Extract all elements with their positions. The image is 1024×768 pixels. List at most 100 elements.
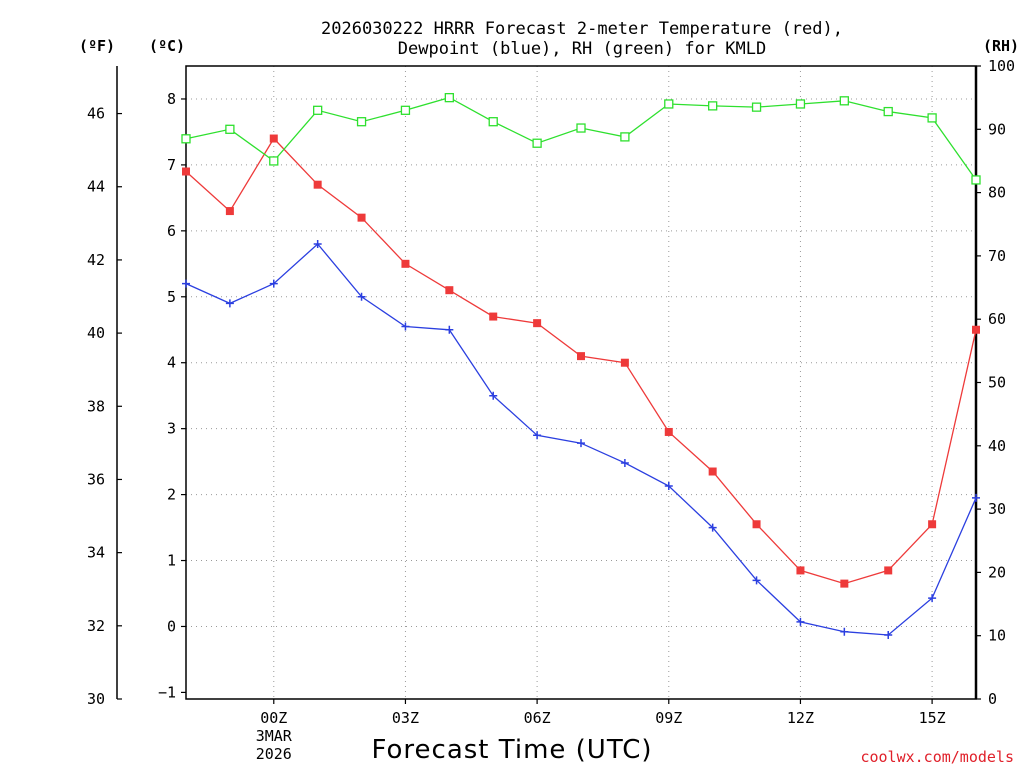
fahrenheit-tick-label: 46	[87, 105, 105, 123]
data-point-2-meter-temperature	[796, 566, 805, 575]
celsius-tick-label: 8	[167, 90, 176, 108]
x-tick-label: 06Z	[524, 709, 551, 727]
fahrenheit-unit-label: (ºF)	[79, 37, 115, 55]
data-point-2-meter-temperature	[269, 134, 278, 143]
series-2-meter-temperature	[182, 134, 980, 588]
celsius-unit-label: (ºC)	[149, 37, 185, 55]
data-point-rh	[751, 102, 762, 112]
data-point-2-meter-temperature	[840, 579, 849, 588]
rh-tick-label: 60	[988, 310, 1006, 328]
fahrenheit-tick-label: 38	[87, 397, 105, 415]
rh-tick-label: 90	[988, 120, 1006, 138]
data-point-2-meter-temperature	[620, 358, 629, 367]
x-axis-label: Forecast Time (UTC)	[371, 735, 652, 765]
data-point-dewpoint	[445, 325, 454, 334]
data-point-dewpoint	[928, 594, 937, 603]
rh-tick-label: 40	[988, 437, 1006, 455]
celsius-tick-label: −1	[158, 683, 176, 701]
data-point-2-meter-temperature	[445, 286, 454, 295]
data-point-rh	[488, 117, 498, 127]
data-point-rh	[839, 96, 849, 106]
fahrenheit-tick-label: 44	[87, 178, 105, 196]
data-point-2-meter-temperature	[225, 207, 234, 216]
data-point-2-meter-temperature	[577, 352, 585, 361]
data-point-rh	[708, 101, 718, 111]
celsius-tick-label: 0	[167, 617, 176, 635]
data-point-dewpoint	[313, 240, 322, 249]
rh-unit-label: (RH)	[983, 37, 1019, 55]
data-point-rh	[576, 123, 586, 133]
rh-tick-label: 20	[988, 563, 1006, 581]
data-point-rh	[356, 117, 367, 127]
celsius-tick-label: 3	[167, 420, 176, 438]
rh-tick-label: 50	[988, 374, 1006, 392]
series-rh	[181, 93, 981, 185]
data-point-dewpoint	[357, 292, 366, 301]
data-point-dewpoint	[708, 523, 717, 532]
data-point-dewpoint	[972, 493, 980, 502]
chart-title-line2: Dewpoint (blue), RH (green) for KMLD	[398, 39, 766, 59]
data-point-2-meter-temperature	[752, 520, 761, 529]
rh-tick-label: 100	[988, 57, 1015, 75]
x-tick-label: 12Z	[787, 709, 814, 727]
data-point-dewpoint	[752, 576, 761, 585]
fahrenheit-tick-label: 30	[87, 690, 105, 708]
data-point-dewpoint	[269, 279, 278, 288]
data-point-rh	[225, 124, 235, 134]
axes-layer: −101234567830323436384042444601020304050…	[87, 57, 1015, 763]
data-point-dewpoint	[840, 627, 849, 636]
celsius-tick-label: 4	[167, 354, 176, 372]
data-point-dewpoint	[796, 617, 805, 626]
data-point-2-meter-temperature	[708, 467, 717, 476]
data-point-dewpoint	[884, 631, 893, 640]
celsius-tick-label: 5	[167, 288, 176, 306]
data-point-rh	[313, 105, 323, 115]
data-point-dewpoint	[401, 322, 410, 331]
data-point-rh	[532, 138, 542, 148]
data-point-dewpoint	[577, 439, 585, 448]
data-point-dewpoint	[533, 431, 542, 440]
fahrenheit-tick-label: 40	[87, 324, 105, 342]
series-line-2-meter-temperature	[185, 137, 977, 585]
data-point-2-meter-temperature	[182, 167, 190, 176]
data-point-2-meter-temperature	[533, 319, 542, 328]
grid-layer	[186, 66, 976, 699]
rh-tick-label: 70	[988, 247, 1006, 265]
celsius-tick-label: 1	[167, 552, 176, 570]
data-point-2-meter-temperature	[928, 520, 937, 529]
data-point-rh	[620, 132, 630, 142]
data-point-rh	[444, 93, 454, 103]
data-point-rh	[269, 156, 279, 166]
data-point-rh	[971, 175, 981, 185]
data-point-2-meter-temperature	[664, 427, 673, 436]
x-tick-label: 15Z	[919, 709, 946, 727]
rh-tick-label: 30	[988, 500, 1006, 518]
data-point-rh	[883, 106, 893, 117]
fahrenheit-tick-label: 42	[87, 251, 105, 269]
data-point-rh	[927, 113, 937, 123]
celsius-tick-label: 7	[167, 156, 176, 174]
celsius-tick-label: 2	[167, 486, 176, 504]
x-tick-date-label: 3MAR	[256, 727, 293, 745]
x-tick-label: 09Z	[655, 709, 682, 727]
data-point-rh	[664, 99, 674, 109]
fahrenheit-tick-label: 36	[87, 470, 105, 488]
data-point-dewpoint	[620, 458, 629, 467]
x-tick-label: 03Z	[392, 709, 419, 727]
rh-tick-label: 80	[988, 184, 1006, 202]
data-point-dewpoint	[225, 299, 234, 308]
rh-tick-label: 10	[988, 627, 1006, 645]
credit-link[interactable]: coolwx.com/models	[860, 748, 1014, 766]
fahrenheit-tick-label: 34	[87, 544, 105, 562]
data-point-2-meter-temperature	[313, 180, 322, 189]
celsius-tick-label: 6	[167, 222, 176, 240]
data-point-2-meter-temperature	[401, 259, 410, 268]
series-line-rh	[185, 96, 977, 181]
data-point-rh	[400, 105, 411, 115]
series-dewpoint	[182, 240, 980, 640]
data-point-dewpoint	[664, 482, 673, 491]
data-point-2-meter-temperature	[884, 566, 893, 575]
plot-frame	[185, 65, 977, 700]
rh-tick-label: 0	[988, 690, 997, 708]
